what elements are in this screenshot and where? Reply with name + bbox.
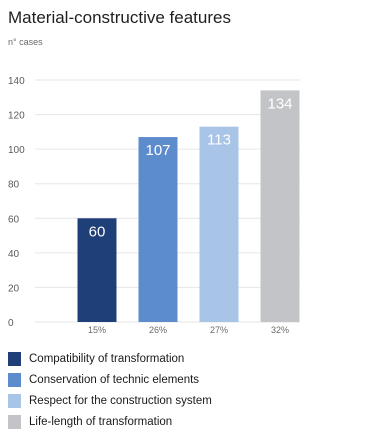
legend-swatch [8, 351, 21, 366]
legend-swatch [8, 414, 21, 429]
chart-title: Material-constructive features [8, 8, 231, 27]
bar [199, 126, 239, 323]
legend: Compatibility of transformation Conserva… [8, 348, 212, 432]
x-tick-label: 26% [149, 325, 167, 335]
y-tick-label: 40 [8, 249, 20, 260]
x-tick-label: 15% [88, 325, 106, 335]
y-tick-label: 120 [8, 111, 25, 122]
bar [77, 218, 117, 322]
legend-label: Compatibility of transformation [29, 352, 185, 365]
x-tick-label: 32% [271, 325, 289, 335]
legend-label: Life-length of transformation [29, 415, 173, 428]
y-tick-label: 80 [8, 180, 20, 191]
legend-item: Conservation of technic elements [8, 369, 212, 390]
y-tick-label: 20 [8, 283, 20, 294]
legend-label: Respect for the construction system [29, 394, 212, 407]
legend-swatch [8, 372, 21, 387]
legend-item: Compatibility of transformation [8, 348, 212, 369]
bar-chart: 0 20 40 60 80 100 120 140 60 15% 107 26% 113 27% 134 32… [8, 76, 300, 335]
y-tick-label: 60 [8, 214, 20, 225]
legend-swatch [8, 393, 21, 408]
data-label: 60 [89, 223, 106, 240]
y-axis-label: n° cases [8, 37, 43, 47]
legend-item: Respect for the construction system [8, 390, 212, 411]
y-tick-label: 0 [8, 318, 14, 329]
y-tick-label: 100 [8, 145, 25, 156]
data-label: 107 [145, 142, 170, 159]
legend-item: Life-length of transformation [8, 411, 212, 432]
y-tick-label: 140 [8, 76, 25, 87]
data-label: 134 [267, 95, 292, 112]
data-label: 113 [207, 132, 231, 149]
x-tick-label: 27% [210, 325, 228, 335]
legend-label: Conservation of technic elements [29, 373, 200, 386]
bar [138, 137, 178, 322]
bar [260, 90, 300, 322]
